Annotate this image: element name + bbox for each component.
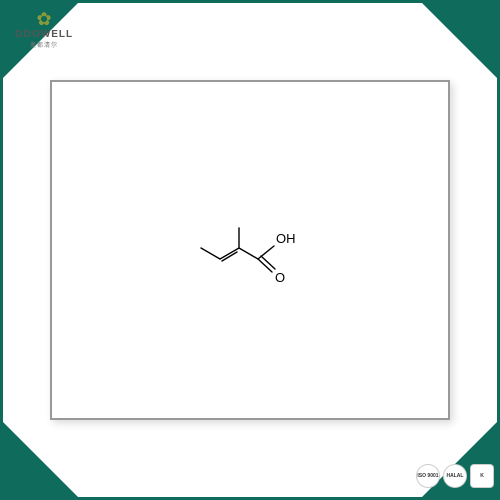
corner-bottom-left [3, 422, 78, 497]
content-box: OH O [50, 80, 450, 420]
brand-logo: ✿ ODOWELL 奥都清尔 [15, 10, 73, 49]
brand-logo-icon: ✿ [15, 10, 73, 28]
badge-kosher: K [470, 464, 494, 488]
website-url: www.odowell.com [170, 458, 330, 484]
molecule-label-o: O [275, 270, 285, 285]
brand-logo-name: ODOWELL [15, 29, 73, 40]
badge-halal: HALAL [443, 464, 467, 488]
corner-top-right [422, 3, 497, 78]
certification-badges: ISO 9001 HALAL K [416, 464, 494, 488]
molecule-diagram: OH O [190, 210, 310, 290]
molecule-label-oh: OH [276, 231, 296, 246]
brand-logo-subtitle: 奥都清尔 [15, 40, 73, 49]
badge-iso: ISO 9001 [416, 464, 440, 488]
